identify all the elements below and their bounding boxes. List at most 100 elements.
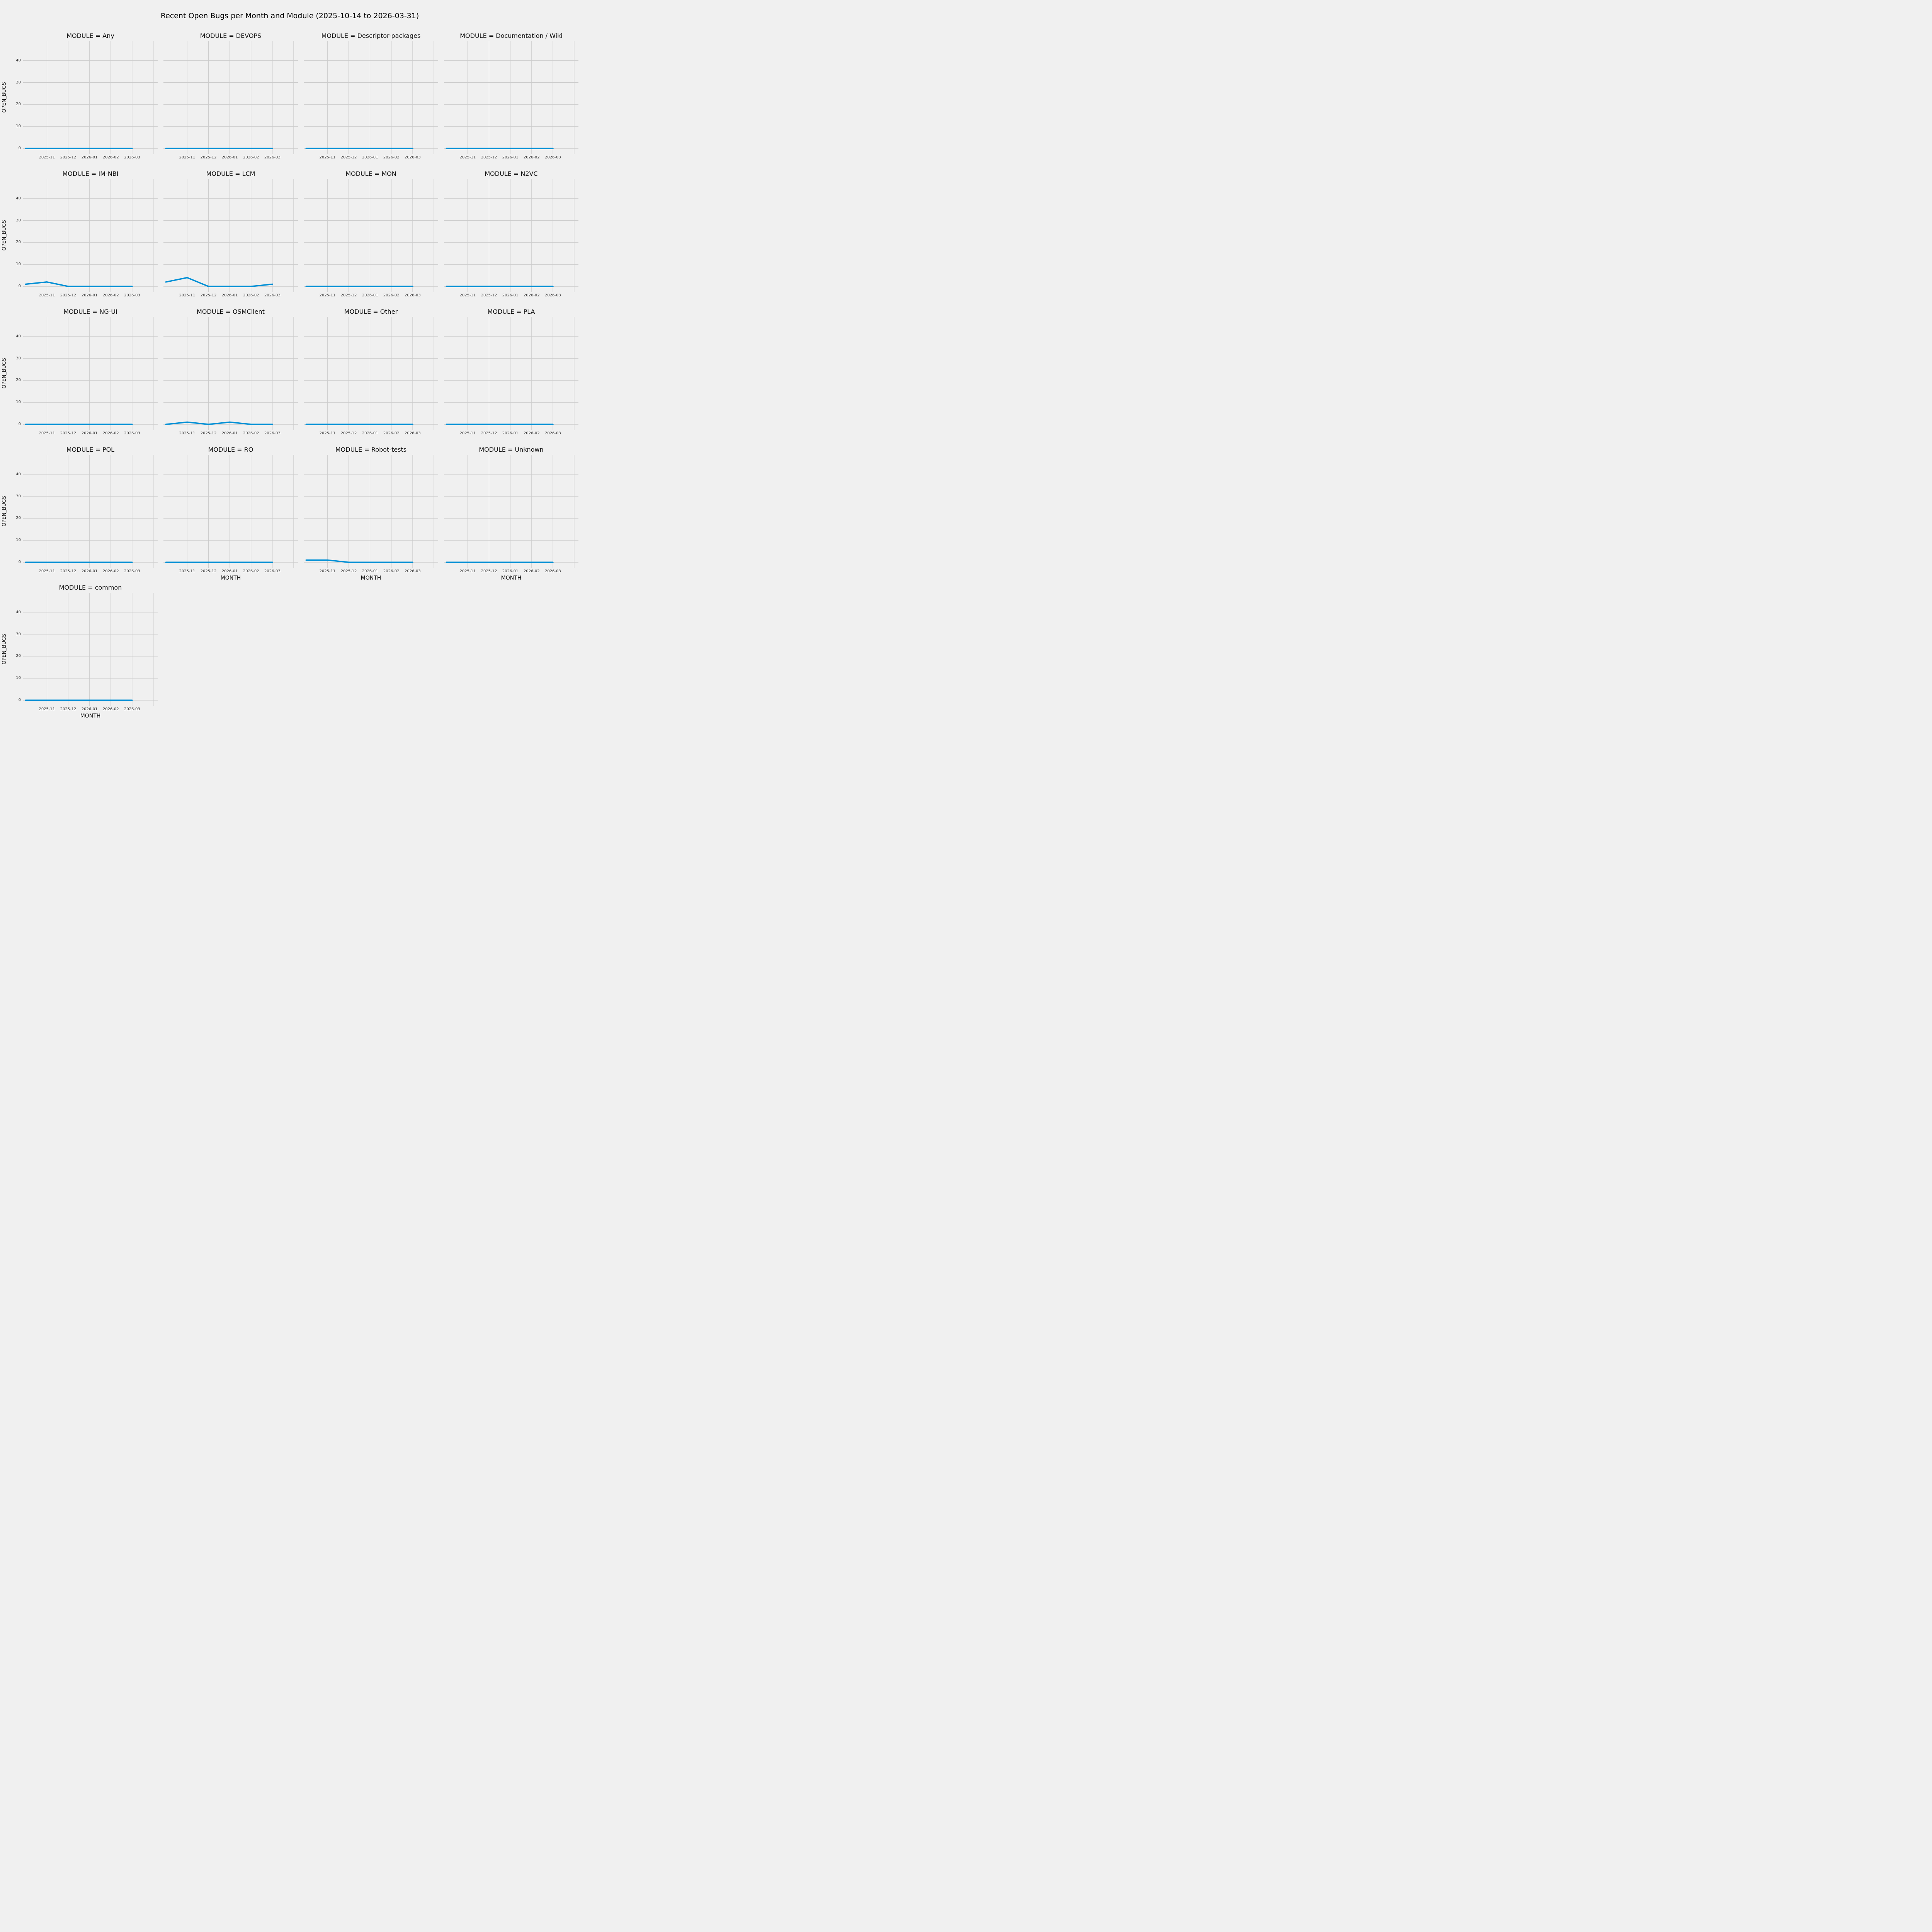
x-tick-label: 2025-11	[319, 431, 336, 435]
x-axis-label: MONTH	[361, 575, 381, 581]
x-tick-label: 2026-02	[523, 155, 540, 160]
x-tick-label: 2026-02	[243, 431, 259, 435]
facet-title: MODULE = OSMClient	[197, 308, 265, 315]
facet-n2vc: MODULE = N2VC 2025-11 2025-12 2026-01 2026-0…	[444, 169, 578, 307]
x-axis-label: MONTH	[220, 575, 241, 581]
x-tick-label: 2025-12	[481, 293, 497, 298]
x-tick-label: 2026-02	[243, 155, 259, 160]
facet-plot-area	[304, 317, 438, 430]
x-axis-label	[163, 436, 298, 445]
x-tick-label: 2026-02	[102, 431, 119, 435]
x-tick-label: 2026-01	[362, 293, 378, 298]
x-tick-label: 2025-12	[481, 569, 497, 573]
x-tick-label: 2026-02	[102, 293, 119, 298]
facet-plot	[444, 41, 578, 154]
x-tick-label: 2026-03	[124, 431, 140, 435]
facet-pla: MODULE = PLA 2025-11 2025-12 2026-01 2026-02…	[444, 307, 578, 445]
facet-ro: MODULE = RO 2025-11 2025-12 2026-01 2026-02 2…	[163, 445, 298, 583]
facet-plot-area	[163, 179, 298, 292]
facet-plot	[444, 179, 578, 292]
x-tick-label: 2025-11	[39, 569, 55, 573]
x-tick-label: 2026-01	[81, 431, 98, 435]
facet-plot-area	[304, 455, 438, 568]
x-tick-label: 2026-02	[383, 155, 400, 160]
x-tick-label: 2026-01	[81, 293, 98, 298]
x-tick-label: 2025-11	[319, 155, 336, 160]
x-tick-label: 2026-03	[544, 569, 561, 573]
x-tick-label: 2025-12	[340, 569, 357, 573]
y-axis-label: OPEN_BUGS	[2, 220, 7, 251]
y-tick-label: 20	[16, 240, 21, 245]
facet-plot-area: 0 10 20 30 40 OPEN_BUGS	[2, 179, 158, 292]
facet-title: MODULE = Any	[66, 32, 114, 39]
x-tick-label: 2026-01	[221, 431, 238, 435]
x-tick-label: 2025-11	[179, 293, 196, 298]
x-tick-label: 2025-11	[459, 431, 476, 435]
x-tick-label: 2025-12	[481, 155, 497, 160]
facet-lcm: MODULE = LCM 2025-11 2025-12 2026-01 2026-02…	[163, 169, 298, 307]
x-tick-label: 2026-02	[383, 431, 400, 435]
x-tick-label: 2026-02	[383, 293, 400, 298]
y-axis-label: OPEN_BUGS	[2, 634, 7, 665]
facet-plot-area	[163, 41, 298, 154]
x-tick-label: 2025-12	[60, 293, 77, 298]
x-tick-label: 2026-02	[243, 293, 259, 298]
x-tick-row: 2025-11 2025-12 2026-01 2026-02 2026-03	[163, 154, 298, 160]
x-tick-label: 2026-01	[221, 155, 238, 160]
gridlines	[163, 455, 298, 568]
facet-title: MODULE = common	[59, 584, 122, 591]
facet-other: MODULE = Other 2025-11 2025-12 2026-01 2026-…	[304, 307, 438, 445]
y-tick-label: 10	[16, 262, 21, 267]
facet-ng-ui: MODULE = NG-UI 0 10 20 30 40 OPEN_BUGS 2025-11 2…	[2, 307, 158, 445]
y-tick-label: 30	[16, 632, 21, 636]
x-tick-label: 2025-12	[340, 293, 357, 298]
facet-title: MODULE = N2VC	[485, 170, 538, 177]
x-tick-label: 2025-12	[60, 155, 77, 160]
y-tick-label: 10	[16, 400, 21, 405]
y-tick-label: 0	[18, 560, 21, 565]
facet-title: MODULE = Robot-tests	[335, 446, 407, 453]
x-tick-row: 2025-11 2025-12 2026-01 2026-02 2026-03	[23, 568, 158, 574]
y-tick-label: 0	[18, 422, 21, 427]
facet-plot	[163, 41, 298, 154]
facet-plot	[163, 317, 298, 430]
y-tick-label: 40	[16, 196, 21, 201]
gridlines	[23, 41, 158, 154]
y-tick-label: 20	[16, 378, 21, 383]
facet-plot-area: 0 10 20 30 40 OPEN_BUGS	[2, 455, 158, 568]
x-tick-label: 2026-01	[81, 707, 98, 711]
data-line	[165, 421, 273, 425]
x-tick-label: 2026-02	[383, 569, 400, 573]
x-tick-label: 2026-03	[404, 431, 421, 435]
x-tick-label: 2026-02	[102, 707, 119, 711]
x-tick-label: 2025-12	[200, 155, 217, 160]
x-axis-label	[444, 160, 578, 169]
gridlines	[444, 41, 578, 154]
facet-descriptor-packages: MODULE = Descriptor-packages 2025-11 2025-…	[304, 31, 438, 169]
facet-plot	[444, 317, 578, 430]
x-tick-label: 2025-12	[200, 431, 217, 435]
facet-title: MODULE = RO	[208, 446, 253, 453]
x-tick-label: 2025-12	[340, 155, 357, 160]
facet-title: MODULE = Documentation / Wiki	[460, 32, 563, 39]
data-line	[25, 281, 133, 287]
facet-unknown: MODULE = Unknown 2025-11 2025-12 2026-01 202…	[444, 445, 578, 583]
facet-title: MODULE = Descriptor-packages	[321, 32, 421, 39]
x-tick-label: 2025-11	[319, 293, 336, 298]
facet-title: MODULE = IM-NBI	[62, 170, 119, 177]
x-axis-label	[444, 298, 578, 307]
x-axis-label	[304, 298, 438, 307]
gridlines	[23, 179, 158, 292]
x-tick-label: 2026-02	[523, 569, 540, 573]
x-axis-label	[304, 160, 438, 169]
x-tick-label: 2026-01	[221, 293, 238, 298]
facet-plot	[304, 41, 438, 154]
x-tick-label: 2025-12	[200, 569, 217, 573]
x-axis-label	[23, 160, 158, 169]
facet-plot	[444, 455, 578, 568]
y-tick-label: 0	[18, 146, 21, 151]
data-line	[305, 559, 413, 563]
facet-robot-tests: MODULE = Robot-tests 2025-11 2025-12 2026-0…	[304, 445, 438, 583]
x-tick-label: 2026-03	[264, 155, 281, 160]
y-tick-label: 0	[18, 698, 21, 702]
